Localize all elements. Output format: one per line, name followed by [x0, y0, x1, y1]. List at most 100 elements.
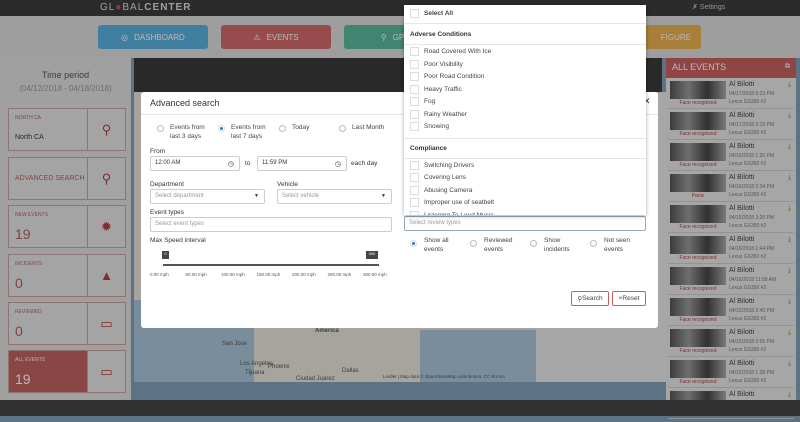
speed-tick-label: 200.00 mph — [292, 272, 316, 277]
event-type-option[interactable]: Listening To Loud Music — [410, 210, 494, 215]
checkbox[interactable] — [410, 47, 419, 56]
incidents-card[interactable]: INCIDENTS 0 ▲ — [8, 254, 126, 297]
close-icon[interactable]: ✕ — [643, 96, 651, 106]
copy-icon: ⧉ — [785, 63, 790, 70]
checkbox[interactable] — [410, 72, 419, 81]
checkbox[interactable] — [410, 210, 419, 215]
event-thumbnail — [670, 112, 726, 130]
event-type-option[interactable]: Poor Visibility — [410, 59, 463, 69]
event-type-option[interactable]: Rainy Weather — [410, 109, 467, 119]
select-all-option[interactable]: Select All — [410, 9, 453, 18]
speed-tick-label: 300.00 mph — [363, 272, 387, 277]
department-select[interactable]: Select department ▼ — [150, 189, 265, 204]
period-3days-radio[interactable] — [157, 125, 164, 132]
search-button[interactable]: ⚲ Search — [571, 291, 609, 306]
speed-min-handle[interactable]: 0 — [162, 251, 169, 259]
event-list-item[interactable]: Face recognized Al Bilotti 04/16/2018 1:44… — [668, 234, 794, 264]
vehicle-select[interactable]: Select vehicle ▼ — [277, 189, 392, 204]
event-type-option[interactable]: Poor Road Condition — [410, 72, 484, 81]
reviewed-card[interactable]: REVIEWED 0 ▭ — [8, 302, 126, 345]
event-thumbnail — [670, 205, 726, 223]
download-icon[interactable]: ⤓ — [787, 174, 791, 181]
folder-icon: ▭ — [87, 351, 125, 392]
download-icon[interactable]: ⤓ — [787, 329, 791, 336]
time-period-title: Time period — [41, 70, 90, 80]
event-thumbnail — [670, 236, 726, 254]
checkbox[interactable] — [410, 173, 419, 182]
event-thumbnail — [670, 267, 726, 285]
download-icon[interactable]: ⤓ — [787, 236, 791, 243]
advanced-search-card[interactable]: ADVANCED SEARCH ⚲ — [8, 157, 126, 200]
checkbox[interactable] — [410, 59, 419, 69]
download-icon[interactable]: ⤓ — [787, 143, 791, 150]
event-type-option[interactable]: Switching Drivers — [410, 160, 474, 170]
download-icon[interactable]: ⤓ — [787, 81, 791, 88]
map-label: Ciudad Juárez — [296, 376, 335, 382]
checkbox[interactable] — [410, 198, 419, 207]
event-list-item[interactable]: Face recognized Al Bilotti 04/16/2018 3:20… — [668, 203, 794, 233]
filter-radio[interactable] — [470, 240, 477, 247]
event-type-option[interactable]: Covering Lens — [410, 173, 466, 182]
event-list-item[interactable]: Face recognized Al Bilotti 04/15/2018 2:05… — [668, 327, 794, 357]
map-label: America — [315, 328, 339, 334]
download-icon[interactable]: ⤓ — [787, 267, 791, 274]
settings-link[interactable]: ✗ Settings — [692, 4, 726, 11]
event-type-option[interactable]: Fog — [410, 97, 435, 106]
event-type-option[interactable]: Abusing Camera — [410, 185, 472, 195]
event-list-item[interactable]: Face recognized Al Bilotti 04/15/2018 1:20… — [668, 141, 794, 171]
event-list-item[interactable]: Face recognized Al Bilotti 04/15/2018 2:45… — [668, 296, 794, 326]
group-header: Compliance — [410, 144, 447, 152]
nav-dashboard[interactable]: ◎ DASHBOARD — [98, 25, 208, 49]
checkbox[interactable] — [410, 160, 419, 170]
event-type-option[interactable]: Snowing — [410, 122, 449, 131]
map-attribution[interactable]: Leaflet | Map data © OpenStreetMap contr… — [383, 374, 505, 379]
event-list-item[interactable]: Panic Al Bilotti 04/16/2018 2:34 PM Lexus G… — [668, 172, 794, 202]
checkbox[interactable] — [410, 185, 419, 195]
event-list-item[interactable]: Face recognized Al Bilotti 04/15/2018 1:28… — [668, 358, 794, 388]
download-icon[interactable]: ⤓ — [787, 391, 791, 398]
to-time-input[interactable]: 11:59 PM ◷ — [257, 156, 347, 171]
wrench-icon: ✗ — [692, 4, 700, 11]
event-type-option[interactable]: Road Covered With Ice — [410, 47, 491, 56]
map-label: Los Angeles — [240, 361, 273, 367]
filter-radio[interactable] — [410, 240, 417, 247]
event-thumbnail — [670, 81, 726, 99]
checkbox[interactable] — [410, 122, 419, 131]
filter-radio[interactable] — [530, 240, 537, 247]
checkbox[interactable] — [410, 9, 419, 18]
all-events-card[interactable]: ALL EVENTS 19 ▭ — [8, 350, 126, 393]
download-icon[interactable]: ⤓ — [787, 360, 791, 367]
search-icon: ⚲ — [577, 295, 583, 303]
checkbox[interactable] — [410, 84, 419, 94]
speed-tick-label: 150.00 mph — [256, 272, 281, 277]
checkbox[interactable] — [410, 97, 419, 106]
download-icon[interactable]: ⤓ — [787, 298, 791, 305]
event-type-option[interactable]: Heavy Traffic — [410, 84, 462, 94]
checkbox[interactable] — [410, 109, 419, 119]
review-types-select[interactable]: Select review types — [404, 216, 646, 231]
download-icon[interactable]: ⤓ — [787, 112, 791, 119]
event-type-option[interactable]: Improper use of seatbelt — [410, 198, 494, 207]
speed-tick-label: 100.00 mph — [221, 272, 245, 277]
period-today-radio[interactable] — [279, 125, 286, 132]
filter-radio[interactable] — [590, 240, 597, 247]
map-label: Phoenix — [268, 364, 290, 370]
nav-events[interactable]: ⚠ EVENTS — [221, 25, 331, 49]
event-list-item[interactable]: Face recognized Al Bilotti 04/17/2018 5:23… — [668, 79, 794, 109]
speed-max-handle[interactable]: 300 — [366, 251, 378, 259]
period-7days-radio[interactable] — [218, 125, 225, 132]
speed-slider-track[interactable] — [163, 264, 379, 266]
event-list-item[interactable]: Face recognized Al Bilotti 04/16/2018 11:5… — [668, 265, 794, 295]
warning-icon: ⚠ — [253, 32, 261, 42]
speed-tick-label: 0.00 mph — [150, 272, 169, 277]
event-types-select[interactable]: Select event types — [150, 217, 392, 232]
footer-bar — [0, 400, 800, 416]
region-card[interactable]: NORTH CA North CA ⚲ — [8, 108, 126, 151]
download-icon[interactable]: ⤓ — [787, 205, 791, 212]
period-month-radio[interactable] — [339, 125, 346, 132]
close-icon: × — [618, 295, 623, 302]
from-time-input[interactable]: 12:00 AM ◷ — [150, 156, 240, 171]
event-list-item[interactable]: Face recognized Al Bilotti 04/17/2018 3:16… — [668, 110, 794, 140]
new-events-card[interactable]: NEW EVENTS 19 ✹ — [8, 205, 126, 248]
reset-button[interactable]: × Reset — [612, 291, 646, 306]
